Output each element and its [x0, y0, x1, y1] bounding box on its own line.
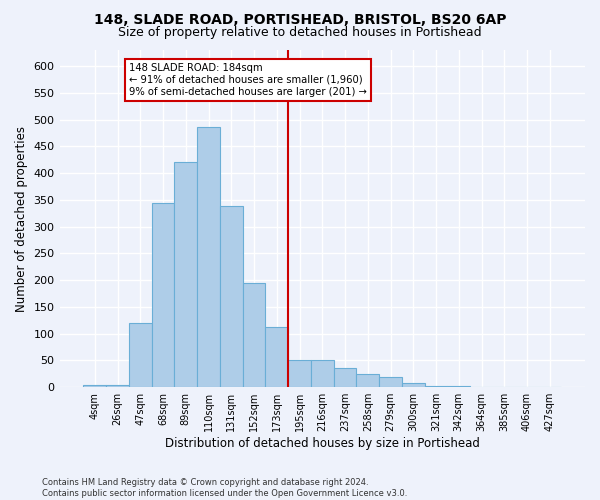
- Bar: [470, 386, 493, 387]
- Text: 148, SLADE ROAD, PORTISHEAD, BRISTOL, BS20 6AP: 148, SLADE ROAD, PORTISHEAD, BRISTOL, BS…: [94, 12, 506, 26]
- Bar: [334, 368, 356, 387]
- Bar: [425, 386, 448, 387]
- Bar: [83, 384, 106, 387]
- Bar: [129, 323, 152, 387]
- Bar: [402, 383, 425, 387]
- Bar: [311, 360, 334, 387]
- Bar: [242, 283, 265, 387]
- Bar: [197, 126, 220, 387]
- Bar: [175, 162, 197, 387]
- Bar: [265, 326, 288, 387]
- X-axis label: Distribution of detached houses by size in Portishead: Distribution of detached houses by size …: [165, 437, 480, 450]
- Bar: [356, 374, 379, 387]
- Bar: [288, 360, 311, 387]
- Bar: [448, 386, 470, 387]
- Text: 148 SLADE ROAD: 184sqm
← 91% of detached houses are smaller (1,960)
9% of semi-d: 148 SLADE ROAD: 184sqm ← 91% of detached…: [129, 64, 367, 96]
- Y-axis label: Number of detached properties: Number of detached properties: [15, 126, 28, 312]
- Text: Contains HM Land Registry data © Crown copyright and database right 2024.
Contai: Contains HM Land Registry data © Crown c…: [42, 478, 407, 498]
- Bar: [152, 202, 175, 387]
- Bar: [538, 386, 561, 387]
- Bar: [220, 206, 242, 387]
- Text: Size of property relative to detached houses in Portishead: Size of property relative to detached ho…: [118, 26, 482, 39]
- Bar: [106, 384, 129, 387]
- Bar: [379, 376, 402, 387]
- Bar: [515, 386, 538, 387]
- Bar: [493, 386, 515, 387]
